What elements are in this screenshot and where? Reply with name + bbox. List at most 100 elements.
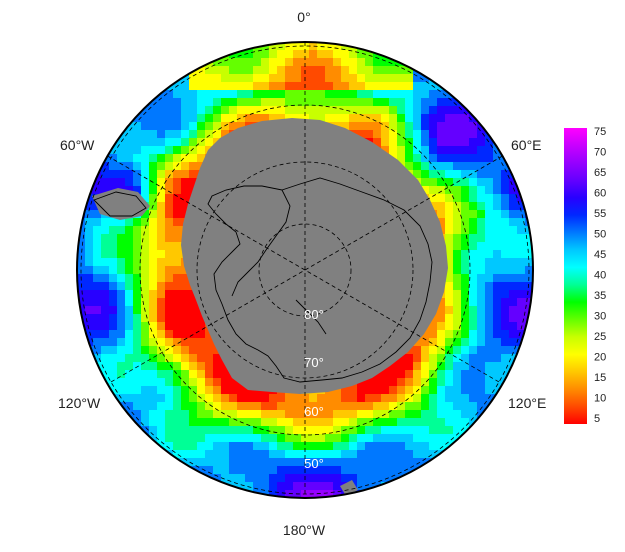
data-cell [349, 106, 358, 115]
colorbar-tick-label: 15 [594, 372, 606, 384]
data-cell [141, 154, 150, 163]
data-cell [429, 450, 438, 459]
data-cell [189, 458, 198, 467]
data-cell [229, 450, 238, 459]
data-cell [445, 426, 454, 435]
colorbar-tick-label: 30 [594, 311, 606, 323]
data-cell [485, 202, 494, 211]
data-cell [101, 170, 110, 179]
data-cell [501, 330, 510, 339]
data-cell [269, 58, 278, 67]
data-cell [421, 466, 430, 475]
data-cell [285, 490, 294, 498]
data-cell [109, 346, 118, 355]
data-cell [421, 330, 430, 339]
data-cell [437, 146, 446, 155]
data-cell [461, 242, 470, 251]
data-cell [253, 482, 262, 491]
data-cell [453, 146, 462, 155]
data-cell [253, 106, 262, 115]
data-cell [485, 362, 494, 371]
data-cell [477, 162, 486, 171]
data-cell [189, 290, 198, 299]
data-cell [253, 82, 262, 91]
data-cell [309, 426, 318, 435]
data-cell [453, 418, 462, 427]
data-cell [269, 82, 278, 91]
data-cell [165, 242, 174, 251]
data-cell [309, 402, 318, 411]
data-cell [357, 402, 366, 411]
data-cell [341, 66, 350, 75]
data-cell [125, 378, 134, 387]
data-cell [445, 402, 454, 411]
data-cell [277, 58, 286, 67]
data-cell [189, 434, 198, 443]
data-cell [197, 458, 206, 467]
data-cell [477, 242, 486, 251]
data-cell [485, 170, 494, 179]
data-cell [157, 250, 166, 259]
data-cell [461, 266, 470, 275]
data-cell [181, 130, 190, 139]
data-cell [461, 186, 470, 195]
data-cell [461, 386, 470, 395]
data-cell [293, 74, 302, 83]
data-cell [509, 266, 518, 275]
data-cell [373, 130, 382, 139]
data-cell [165, 386, 174, 395]
data-cell [101, 338, 110, 347]
data-cell [213, 394, 222, 403]
data-cell [453, 258, 462, 267]
data-cell [341, 74, 350, 83]
data-cell [341, 498, 350, 507]
data-cell [205, 458, 214, 467]
data-cell [133, 146, 142, 155]
data-cell [125, 394, 134, 403]
data-cell [213, 466, 222, 475]
data-cell [437, 162, 446, 171]
data-cell [173, 130, 182, 139]
data-cell [157, 226, 166, 235]
data-cell [485, 162, 494, 171]
colorbar-tick-label: 65 [594, 167, 606, 179]
data-cell [285, 410, 294, 419]
data-cell [325, 442, 334, 451]
data-cell [469, 162, 478, 171]
data-cell [501, 354, 510, 363]
data-cell [141, 346, 150, 355]
data-cell [85, 258, 94, 267]
data-cell [437, 338, 446, 347]
data-cell [485, 338, 494, 347]
data-cell [133, 338, 142, 347]
data-cell [109, 306, 118, 315]
data-cell [461, 426, 470, 435]
data-cell [397, 98, 406, 107]
data-cell [389, 122, 398, 131]
data-cell [77, 258, 86, 267]
data-cell [117, 258, 126, 267]
data-cell [245, 426, 254, 435]
data-cell [285, 426, 294, 435]
data-cell [365, 442, 374, 451]
data-cell [469, 354, 478, 363]
data-cell [117, 242, 126, 251]
colorbar-tick-label: 75 [594, 126, 606, 138]
data-cell [373, 58, 382, 67]
data-cell [445, 314, 454, 323]
colorbar-tick-label: 45 [594, 249, 606, 261]
data-cell [357, 66, 366, 75]
data-cell [285, 82, 294, 91]
data-cell [149, 322, 158, 331]
data-cell [405, 434, 414, 443]
data-cell [453, 434, 462, 443]
data-cell [453, 242, 462, 251]
data-cell [149, 330, 158, 339]
data-cell [157, 154, 166, 163]
data-cell [469, 138, 478, 147]
data-cell [197, 466, 206, 475]
data-cell [173, 298, 182, 307]
data-cell [325, 458, 334, 467]
data-cell [421, 66, 430, 75]
data-cell [197, 338, 206, 347]
